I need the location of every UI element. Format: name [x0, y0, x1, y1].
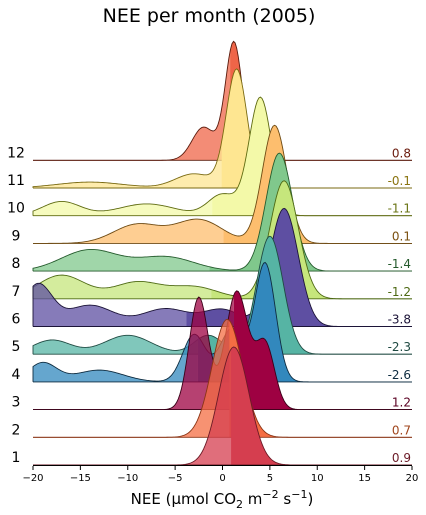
month-label-2: 2 [12, 422, 21, 438]
ridge-fill-left [33, 68, 222, 188]
month-label-1: 1 [12, 450, 21, 466]
mean-value-11: -0.1 [388, 174, 411, 188]
x-tick-label: 5 [267, 473, 273, 484]
month-label-5: 5 [12, 339, 21, 355]
x-label-prefix: NEE (µmol CO [131, 490, 236, 508]
mean-value-12: 0.8 [392, 146, 411, 160]
month-label-8: 8 [12, 256, 21, 272]
x-tick-label: 15 [358, 473, 371, 484]
mean-value-8: -1.4 [388, 257, 411, 271]
x-tick-label: 10 [311, 473, 324, 484]
x-label-mid2: s [279, 490, 292, 508]
ridge-fill-left [33, 41, 231, 161]
mean-value-1: 0.9 [392, 451, 411, 465]
month-label-3: 3 [12, 395, 21, 411]
x-tick-label: −5 [168, 473, 183, 484]
month-label-11: 11 [7, 173, 25, 189]
month-label-9: 9 [12, 228, 21, 244]
x-axis: −20 −15 −10 −5 0 5 10 15 20 [22, 465, 419, 484]
mean-value-4: -2.6 [388, 368, 411, 382]
x-label-sup2: −1 [291, 488, 307, 501]
x-label-sup1: −2 [262, 488, 278, 501]
mean-value-2: 0.7 [392, 423, 411, 437]
mean-value-7: -1.2 [388, 285, 411, 299]
chart-title: NEE per month (2005) [103, 5, 316, 27]
mean-value-9: 0.1 [392, 229, 411, 243]
x-tick-label: −20 [22, 473, 43, 484]
ridge-fill-right [186, 208, 412, 327]
x-label-suffix: ) [307, 490, 313, 508]
ridges [32, 40, 412, 466]
x-label-mid: m [243, 490, 262, 508]
mean-values: 0.8 -0.1 -1.1 0.1 -1.4 -1.2 -3.8 -2.3 -2.6 1.2 0.7… [388, 146, 411, 465]
x-axis-label: NEE (µmol CO2 m−2 s−1) [131, 488, 314, 511]
x-tick-label: 20 [406, 473, 419, 484]
month-label-10: 10 [7, 201, 25, 217]
mean-value-3: 1.2 [392, 396, 411, 410]
x-tick-label: −10 [117, 473, 138, 484]
x-tick-label: −15 [70, 473, 91, 484]
month-label-6: 6 [12, 312, 21, 328]
mean-value-6: -3.8 [388, 313, 411, 327]
x-label-sub: 2 [236, 498, 243, 511]
month-labels: 12 11 10 9 8 7 6 5 4 3 2 1 [7, 145, 25, 466]
month-label-12: 12 [7, 145, 25, 161]
mean-value-10: -1.1 [388, 202, 411, 216]
month-label-4: 4 [12, 367, 21, 383]
month-label-7: 7 [12, 284, 21, 300]
x-tick-label: 0 [219, 473, 225, 484]
mean-value-5: -2.3 [388, 340, 411, 354]
